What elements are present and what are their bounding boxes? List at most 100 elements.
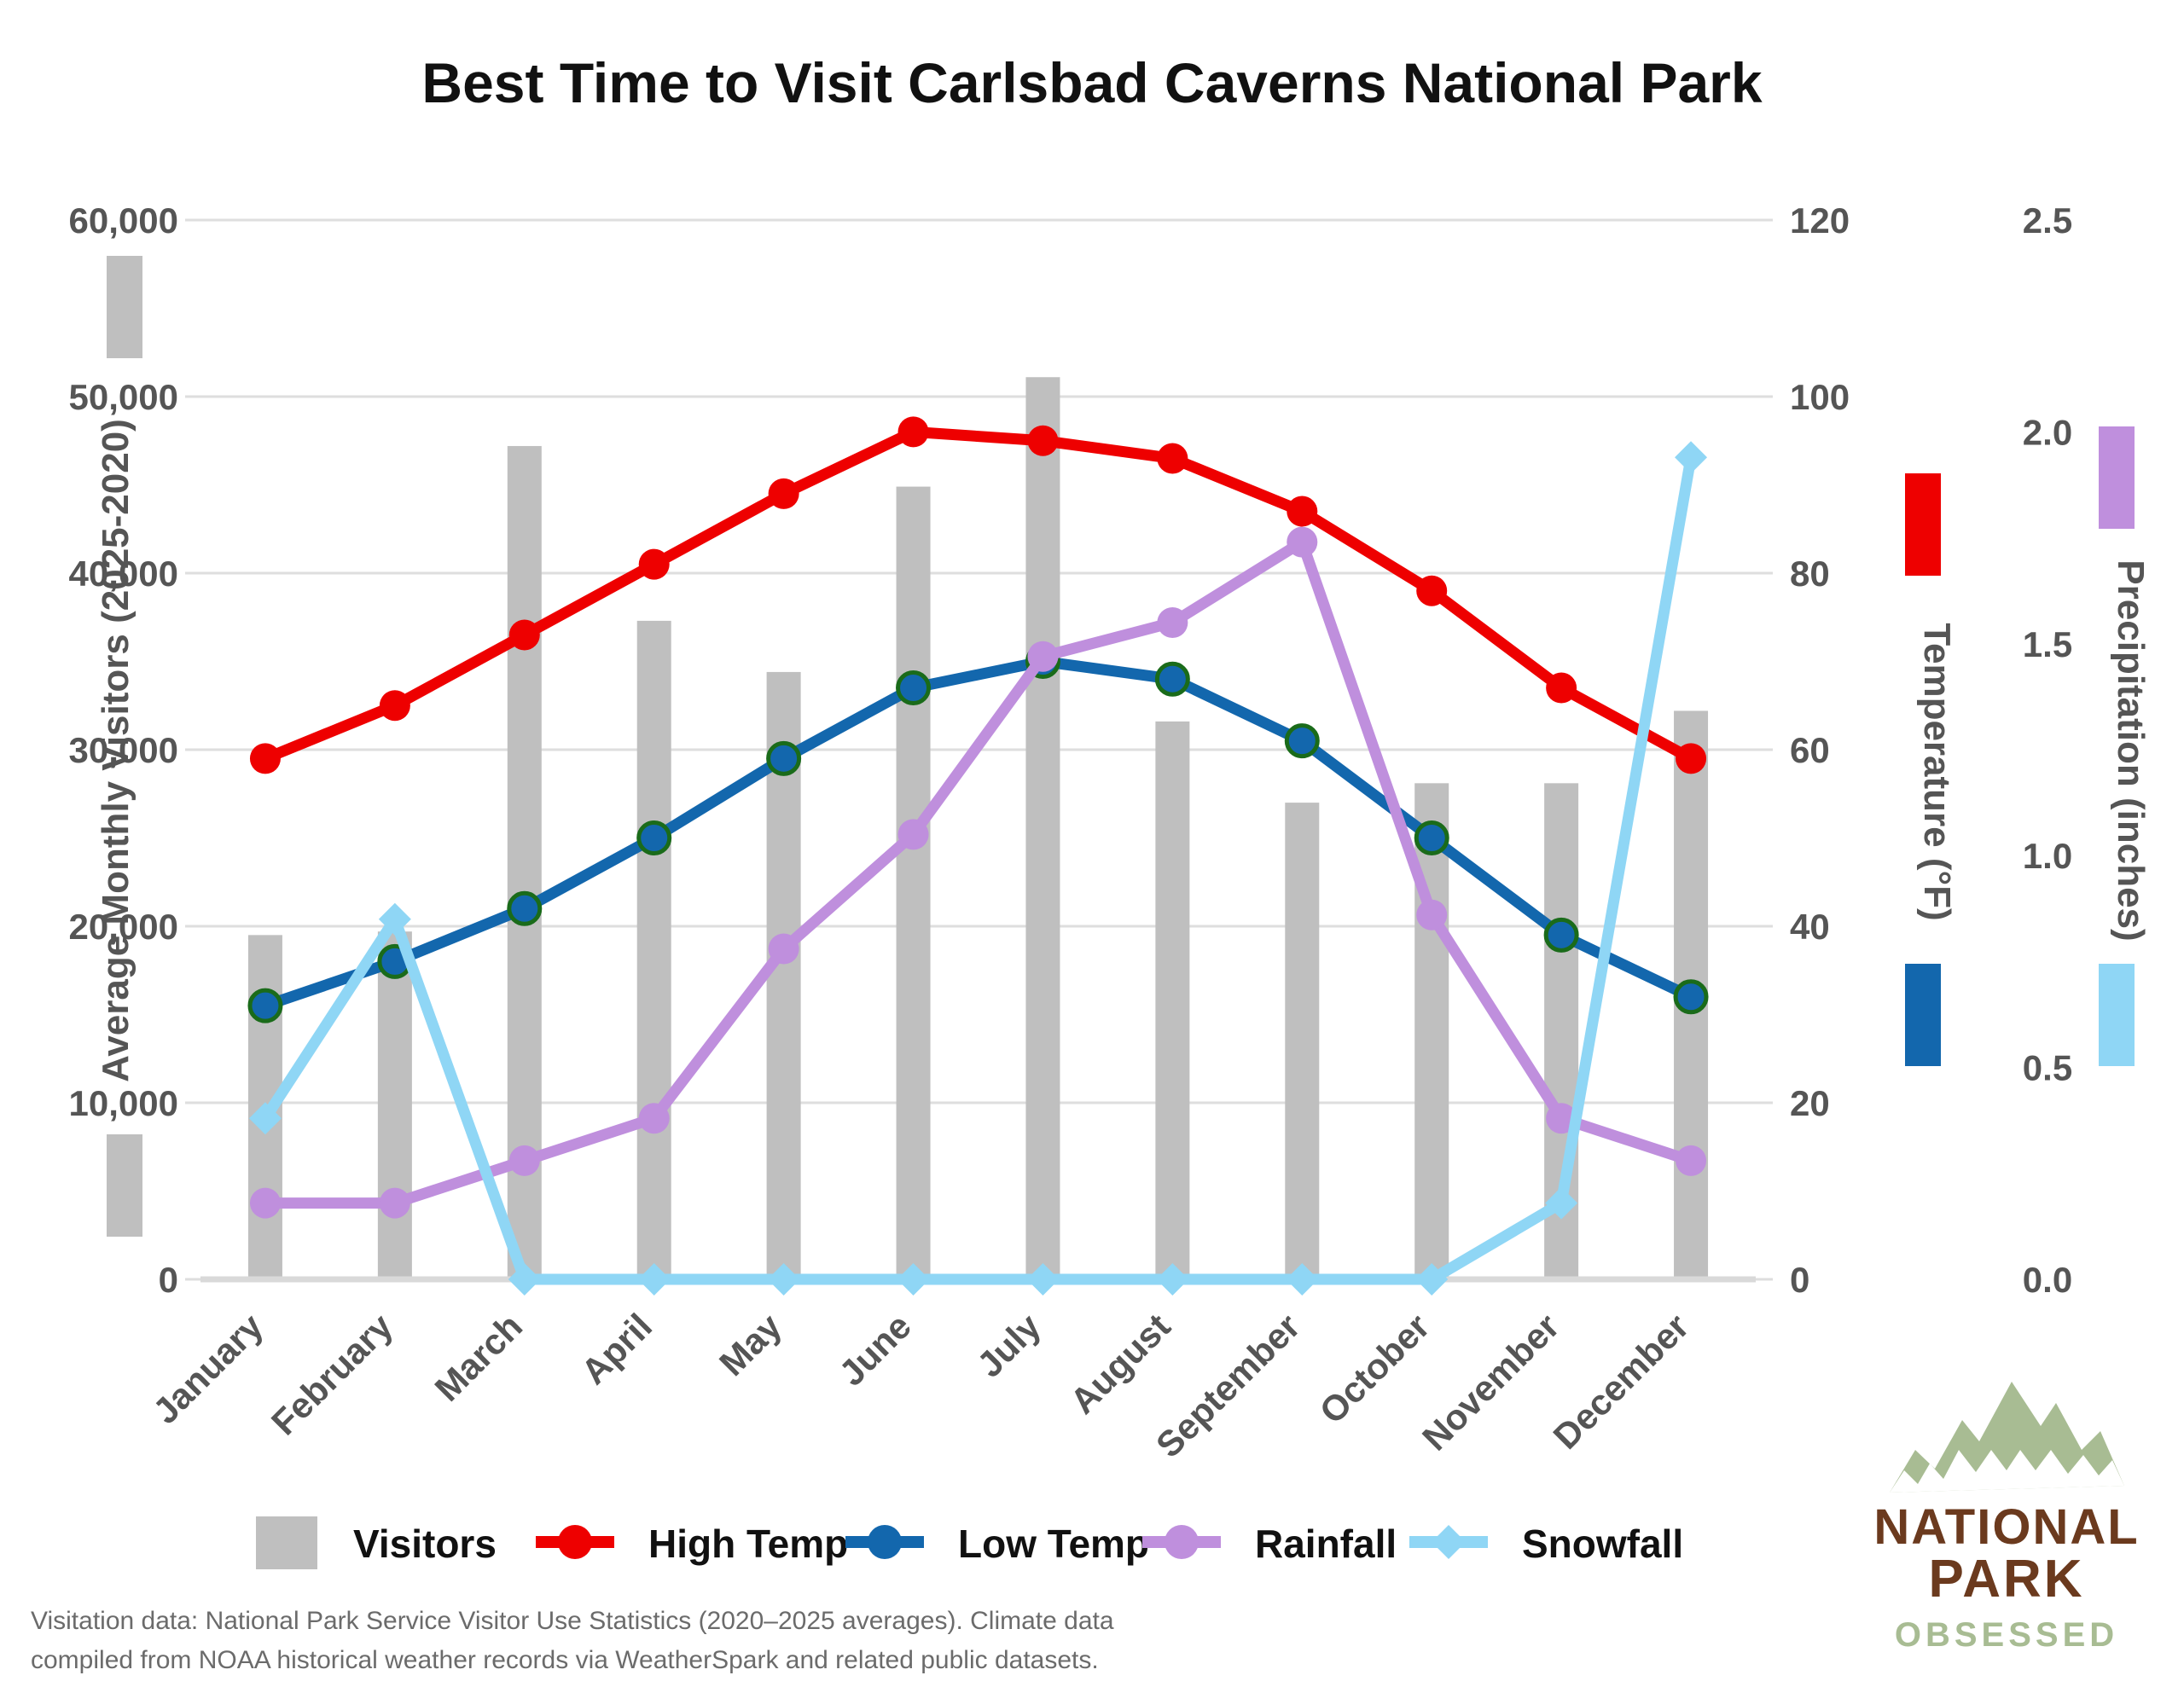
legend-marker[interactable] [1432, 1525, 1466, 1559]
precipitation-axis-ticks: 0.0 0.5 1.0 1.5 2.0 2.5 [2023, 200, 2072, 1300]
temperature-tick-label: 100 [1790, 377, 1850, 417]
legend-label[interactable]: Low Temp [958, 1522, 1149, 1566]
visitors-bar [507, 445, 542, 1279]
temperature-tick-label: 0 [1790, 1260, 1809, 1300]
precipitation-tick-label: 1.5 [2023, 624, 2072, 664]
series-marker [896, 670, 932, 706]
series-marker [1546, 672, 1577, 704]
logo-line-2: PARK [1928, 1550, 2084, 1609]
series-marker [767, 1263, 800, 1296]
left-axis-ticks: 0 10,000 20,000 30,000 40,000 50,000 60,000 [69, 200, 200, 1300]
precipitation-tick-label: 2.5 [2023, 200, 2072, 241]
series-marker [1286, 1263, 1319, 1296]
logo-line-3: OBSESSED [1895, 1616, 2118, 1654]
series-marker [766, 740, 802, 776]
series-marker [1156, 1263, 1189, 1296]
series-marker [1414, 820, 1449, 855]
series-marker [1676, 1145, 1707, 1176]
series-marker [638, 548, 670, 580]
series-marker [378, 902, 411, 936]
logo-line-1: NATIONAL [1873, 1499, 2139, 1555]
visitors-bar [636, 620, 671, 1279]
legend-label[interactable]: Visitors [353, 1522, 497, 1566]
series-marker [1673, 979, 1709, 1015]
precipitation-tick-label: 0.5 [2023, 1048, 2072, 1088]
series-marker [1546, 1103, 1577, 1134]
temperature-axis-ticks: 0 20 40 60 80 100 120 [1756, 200, 1850, 1300]
series-marker [508, 1263, 541, 1296]
legend-label[interactable]: Rainfall [1255, 1522, 1397, 1566]
series-marker [1027, 425, 1059, 456]
footnote-line-1: Visitation data: National Park Service V… [31, 1607, 1114, 1635]
series-marker [249, 743, 281, 774]
visitors-bar [377, 931, 412, 1279]
left-tick-label: 20,000 [69, 907, 178, 947]
series-marker [379, 690, 410, 722]
series-marker [1545, 1186, 1578, 1220]
series-marker [638, 1103, 670, 1134]
series-marker [1154, 661, 1190, 697]
precipitation-axis-title: Precipitation (inches) [2110, 559, 2152, 941]
series-marker [379, 1187, 410, 1219]
series-marker [1284, 723, 1320, 759]
series-marker [1416, 899, 1448, 930]
legend-marker[interactable] [558, 1525, 592, 1559]
temperature-tick-label: 80 [1790, 554, 1830, 594]
precipitation-tick-label: 1.0 [2023, 836, 2072, 876]
visitors-bar [1414, 783, 1449, 1279]
chart-title: Best Time to Visit Carlsbad Caverns Nati… [421, 51, 1762, 114]
series-marker [1676, 743, 1707, 774]
series-marker [507, 890, 543, 926]
precipitation-tick-label: 2.0 [2023, 412, 2072, 452]
series-marker [249, 1187, 281, 1219]
visitors-bar [1025, 377, 1060, 1280]
precipitation-tick-label: 0.0 [2023, 1260, 2072, 1300]
mountain-icon [1890, 1382, 2124, 1493]
legend-label[interactable]: Snowfall [1522, 1522, 1683, 1566]
series-marker [1157, 606, 1188, 638]
legend-label[interactable]: High Temp [648, 1522, 848, 1566]
series-marker [508, 1145, 540, 1176]
series-marker [1026, 1263, 1060, 1296]
left-tick-label: 30,000 [69, 730, 178, 770]
series-marker [897, 416, 929, 448]
left-axis-bottom-swatch [107, 1134, 142, 1237]
series-marker [508, 619, 540, 651]
legend-marker[interactable] [868, 1525, 902, 1559]
left-tick-label: 50,000 [69, 377, 178, 417]
visitors-bar [896, 486, 931, 1279]
series-lines [247, 416, 1709, 1296]
series-marker [247, 988, 283, 1023]
series-marker [1157, 443, 1188, 474]
series-marker [897, 1263, 930, 1296]
temperature-tick-label: 60 [1790, 730, 1830, 770]
left-axis-top-swatch [107, 256, 142, 358]
series-marker [768, 933, 799, 965]
series-marker [1287, 526, 1318, 558]
series-line [259, 426, 1697, 764]
series-marker [1027, 641, 1059, 672]
left-tick-label: 0 [159, 1260, 178, 1300]
temperature-tick-label: 40 [1790, 907, 1830, 947]
series-marker [637, 1263, 671, 1296]
mountain-snow-icon [1890, 1450, 2124, 1493]
temperature-legend-swatch-low [1905, 964, 1941, 1066]
precipitation-legend-swatch-snow [2099, 964, 2135, 1066]
temperature-tick-label: 120 [1790, 200, 1850, 241]
visitors-bar [1155, 721, 1190, 1279]
legend-swatch-visitors[interactable] [256, 1516, 317, 1569]
brand-logo: NATIONAL PARK OBSESSED [1873, 1382, 2139, 1654]
visitors-bar [1285, 803, 1320, 1279]
series-marker [636, 820, 672, 855]
series-marker [897, 819, 929, 850]
temperature-legend-swatch-high [1905, 473, 1941, 576]
legend-marker[interactable] [1165, 1525, 1199, 1559]
series-marker [768, 478, 799, 509]
series-marker [1416, 575, 1448, 606]
series-line [259, 451, 1697, 1285]
series-marker [1287, 496, 1318, 527]
left-axis-title: Average Monthly Visitors (2025-2020) [95, 419, 136, 1082]
footnote-line-2: compiled from NOAA historical weather re… [31, 1646, 1099, 1674]
series-line [259, 536, 1697, 1209]
